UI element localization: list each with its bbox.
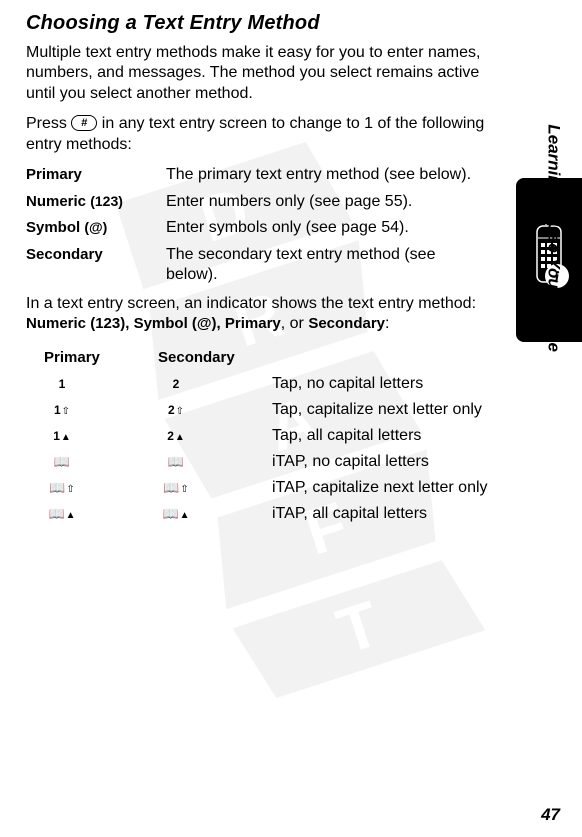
book-icon: 📖: [168, 455, 184, 468]
row-desc: iTAP, capitalize next letter only: [272, 476, 504, 502]
book-caps-next-icon: 📖: [163, 481, 179, 494]
up-outline-icon: ⇧: [66, 485, 74, 495]
def-row: Secondary The secondary text entry metho…: [26, 245, 542, 286]
book-allcaps-icon: 📖: [48, 507, 64, 520]
icon-2: 2: [173, 378, 180, 390]
icon-1: 1: [59, 378, 66, 390]
row-desc: iTAP, all capital letters: [272, 502, 504, 528]
book-allcaps-icon: 📖: [162, 507, 178, 520]
th-primary: Primary: [44, 349, 158, 372]
row-desc: Tap, no capital letters: [272, 372, 504, 398]
up-filled-icon: ▲: [66, 511, 76, 521]
icon-2-allcaps: 2: [167, 430, 174, 442]
indicator-prefix: In a text entry screen, an indicator sho…: [26, 295, 476, 312]
th-secondary: Secondary: [158, 349, 272, 372]
indicator-inline-secondary: Secondary: [308, 315, 385, 332]
definitions-list: Primary The primary text entry method (s…: [26, 165, 542, 285]
modes-table: Primary Secondary 1 2 Tap, no capital le…: [44, 349, 504, 528]
page-number: 47: [541, 805, 560, 825]
table-row: 📖 📖 iTAP, no capital letters: [44, 450, 504, 476]
table-row: 📖▲ 📖▲ iTAP, all capital letters: [44, 502, 504, 528]
para2-prefix: Press: [26, 115, 71, 132]
row-desc: iTAP, no capital letters: [272, 450, 504, 476]
page-heading: Choosing a Text Entry Method: [26, 12, 542, 35]
table-row: 1▲ 2▲ Tap, all capital letters: [44, 424, 504, 450]
hash-keycap: #: [71, 115, 97, 131]
up-outline-icon: ⇧: [176, 407, 184, 417]
icon-1-caps-next: 1: [54, 404, 61, 416]
indicator-inline-bold: Numeric (123), Symbol (@), Primary: [26, 315, 281, 332]
def-term-symbol: Symbol (@): [26, 218, 166, 236]
table-row: 1 2 Tap, no capital letters: [44, 372, 504, 398]
intro-paragraph: Multiple text entry methods make it easy…: [26, 43, 504, 104]
row-desc: Tap, all capital letters: [272, 424, 504, 450]
up-filled-icon: ▲: [180, 511, 190, 521]
icon-2-caps-next: 2: [168, 404, 175, 416]
def-desc-secondary: The secondary text entry method (see bel…: [166, 245, 486, 286]
def-desc-primary: The primary text entry method (see below…: [166, 165, 471, 185]
row-desc: Tap, capitalize next letter only: [272, 398, 504, 424]
svg-text:T: T: [329, 587, 388, 668]
def-row: Symbol (@) Enter symbols only (see page …: [26, 218, 542, 238]
table-row: 📖⇧ 📖⇧ iTAP, capitalize next letter only: [44, 476, 504, 502]
side-section-title: Learning to Use Your Phone: [544, 124, 564, 352]
def-desc-numeric: Enter numbers only (see page 55).: [166, 192, 412, 212]
icon-1-allcaps: 1: [53, 430, 60, 442]
def-term-primary: Primary: [26, 165, 166, 183]
def-term-numeric: Numeric (123): [26, 192, 166, 210]
def-desc-symbol: Enter symbols only (see page 54).: [166, 218, 409, 238]
def-term-secondary: Secondary: [26, 245, 166, 263]
up-filled-icon: ▲: [61, 433, 71, 443]
table-row: 1⇧ 2⇧ Tap, capitalize next letter only: [44, 398, 504, 424]
press-key-paragraph: Press # in any text entry screen to chan…: [26, 114, 504, 155]
up-filled-icon: ▲: [175, 433, 185, 443]
book-caps-next-icon: 📖: [49, 481, 65, 494]
indicator-paragraph: In a text entry screen, an indicator sho…: [26, 294, 516, 336]
up-outline-icon: ⇧: [62, 407, 70, 417]
up-outline-icon: ⇧: [180, 485, 188, 495]
def-row: Numeric (123) Enter numbers only (see pa…: [26, 192, 542, 212]
book-icon: 📖: [54, 455, 70, 468]
def-row: Primary The primary text entry method (s…: [26, 165, 542, 185]
